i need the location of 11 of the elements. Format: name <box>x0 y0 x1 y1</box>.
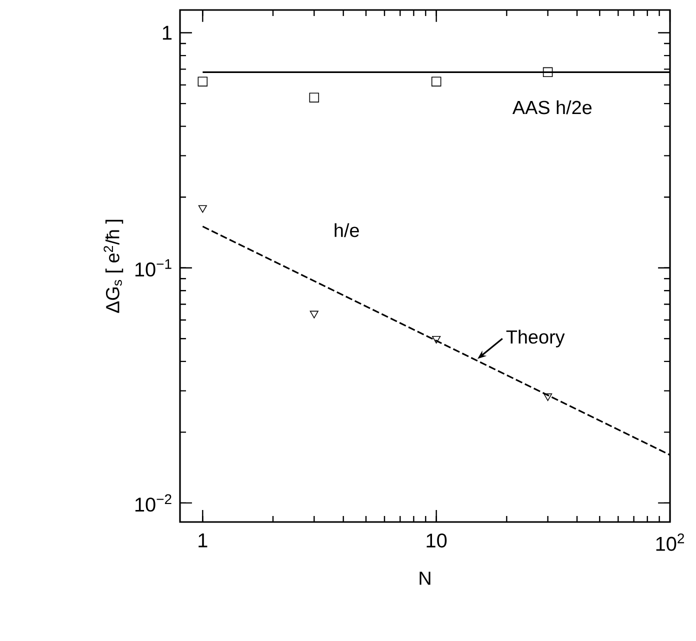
x-axis-title: N <box>420 572 430 585</box>
annotation: Theory <box>506 330 565 348</box>
x-tick-label: 10$^{2}$ <box>656 533 684 551</box>
y-axis-title: ΔG$_{s}$ [ e$^{2}$/ħ ] <box>104 220 124 313</box>
x-tick-label: 1 <box>198 533 208 548</box>
annotation: h/e <box>334 223 359 238</box>
y-tick-label: 1 <box>162 26 172 40</box>
annotation: AAS h/2e <box>512 100 592 114</box>
x-tick-label: 10 <box>426 533 447 548</box>
y-tick-label: 10$^{−2}$ <box>135 494 172 512</box>
y-tick-label: 10$^{−1}$ <box>135 259 172 277</box>
